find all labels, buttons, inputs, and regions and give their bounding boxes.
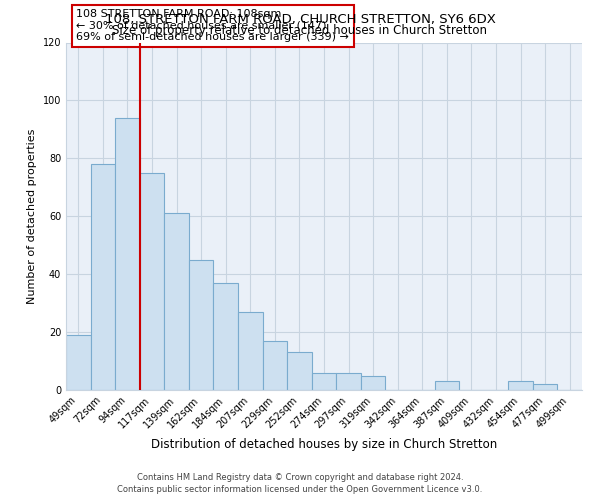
- Text: 108 STRETTON FARM ROAD: 108sqm
← 30% of detached houses are smaller (147)
69% of: 108 STRETTON FARM ROAD: 108sqm ← 30% of …: [76, 10, 349, 42]
- Y-axis label: Number of detached properties: Number of detached properties: [27, 128, 37, 304]
- Bar: [214, 283, 238, 390]
- Bar: [361, 376, 385, 390]
- Text: 108, STRETTON FARM ROAD, CHURCH STRETTON, SY6 6DX: 108, STRETTON FARM ROAD, CHURCH STRETTON…: [104, 12, 496, 26]
- Bar: [189, 260, 214, 390]
- Text: Contains HM Land Registry data © Crown copyright and database right 2024.
Contai: Contains HM Land Registry data © Crown c…: [118, 472, 482, 494]
- Bar: [115, 118, 140, 390]
- X-axis label: Distribution of detached houses by size in Church Stretton: Distribution of detached houses by size …: [151, 438, 497, 451]
- Bar: [312, 372, 336, 390]
- Bar: [164, 214, 189, 390]
- Bar: [434, 382, 459, 390]
- Bar: [287, 352, 312, 390]
- Bar: [140, 173, 164, 390]
- Bar: [533, 384, 557, 390]
- Text: Size of property relative to detached houses in Church Stretton: Size of property relative to detached ho…: [113, 24, 487, 37]
- Bar: [263, 341, 287, 390]
- Bar: [66, 335, 91, 390]
- Bar: [91, 164, 115, 390]
- Bar: [508, 382, 533, 390]
- Bar: [238, 312, 263, 390]
- Bar: [336, 372, 361, 390]
